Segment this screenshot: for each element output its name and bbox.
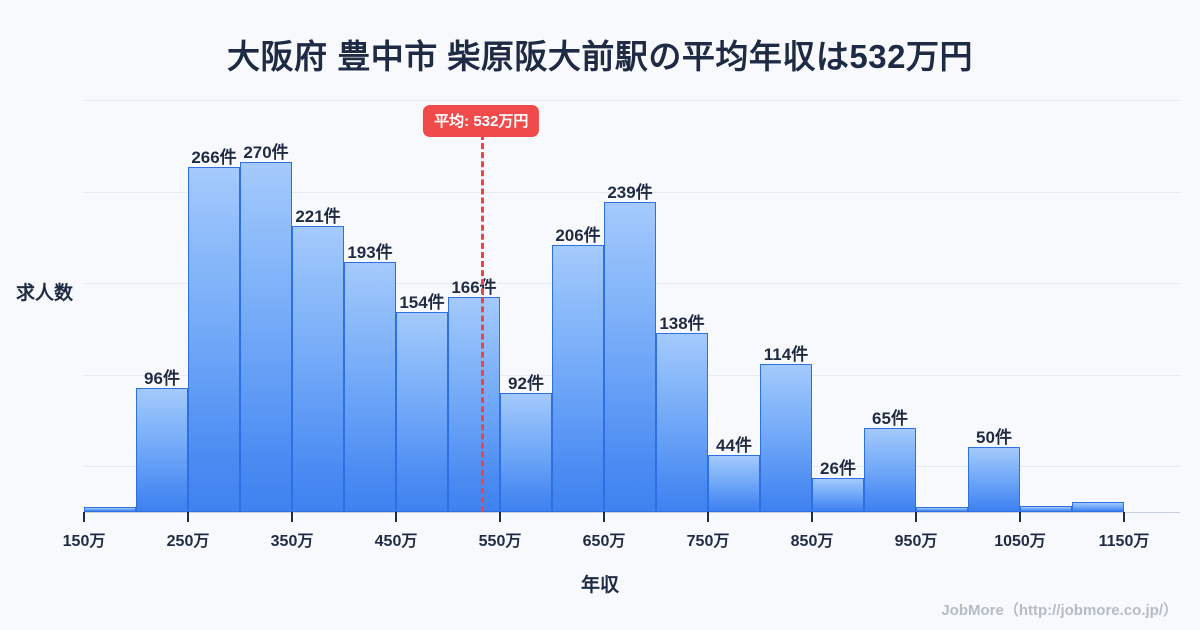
bar-750万[interactable]	[708, 455, 760, 512]
bar-value-label: 266件	[191, 148, 237, 167]
average-badge: 平均: 532万円	[423, 105, 540, 137]
x-tick-label: 450万	[374, 533, 418, 550]
bar-250万[interactable]	[188, 167, 240, 512]
x-tick-mark	[499, 512, 501, 522]
x-axis-baseline	[84, 512, 1180, 513]
bar-value-label: 138件	[659, 314, 705, 333]
bar-150万[interactable]	[84, 507, 136, 512]
bar-value-label: 96件	[144, 369, 180, 388]
x-tick-mark	[811, 512, 813, 522]
bar-value-label: 270件	[243, 143, 289, 162]
bar-950万[interactable]	[916, 507, 968, 512]
bar-600万[interactable]	[552, 245, 604, 512]
x-tick-label: 150万	[62, 533, 106, 550]
bar-1100万[interactable]	[1072, 502, 1124, 512]
x-tick-label: 250万	[166, 533, 210, 550]
bar-1000万[interactable]	[968, 447, 1020, 512]
bar-550万[interactable]	[500, 393, 552, 512]
x-tick-mark	[291, 512, 293, 522]
x-tick-mark	[83, 512, 85, 522]
gridline	[84, 100, 1180, 101]
bar-value-label: 92件	[508, 374, 544, 393]
x-tick-mark	[915, 512, 917, 522]
y-axis-title: 求人数	[16, 283, 74, 304]
x-tick-label: 850万	[790, 533, 834, 550]
x-tick-label: 1050万	[994, 533, 1046, 550]
bar-450万[interactable]	[396, 312, 448, 512]
x-axis-title: 年収	[580, 575, 619, 596]
bar-value-label: 239件	[607, 183, 653, 202]
x-tick-label: 1150万	[1098, 533, 1150, 550]
bar-value-label: 206件	[555, 226, 601, 245]
x-tick-label: 350万	[270, 533, 314, 550]
bar-700万[interactable]	[656, 333, 708, 512]
x-tick-label: 650万	[582, 533, 626, 550]
x-tick-mark	[395, 512, 397, 522]
bar-500万[interactable]	[448, 297, 500, 512]
x-tick-mark	[707, 512, 709, 522]
bar-value-label: 193件	[347, 243, 393, 262]
bar-900万[interactable]	[864, 428, 916, 512]
bar-350万[interactable]	[292, 226, 344, 512]
x-tick-mark	[1019, 512, 1021, 522]
page-title: 大阪府 豊中市 柴原阪大前駅の平均年収は532万円	[227, 38, 973, 75]
bar-value-label: 65件	[872, 409, 908, 428]
bar-650万[interactable]	[604, 202, 656, 512]
bar-value-label: 221件	[295, 207, 341, 226]
bar-value-label: 50件	[976, 428, 1012, 447]
gridline	[84, 191, 1180, 193]
bar-value-label: 26件	[820, 459, 856, 478]
x-tick-mark	[1123, 512, 1125, 522]
x-tick-label: 950万	[894, 533, 938, 550]
bar-1050万[interactable]	[1020, 506, 1072, 512]
x-tick-label: 750万	[686, 533, 730, 550]
bar-value-label: 154件	[399, 293, 445, 312]
bar-800万[interactable]	[760, 364, 812, 512]
x-tick-mark	[603, 512, 605, 522]
bar-400万[interactable]	[344, 262, 396, 512]
bar-850万[interactable]	[812, 478, 864, 512]
x-tick-mark	[187, 512, 189, 522]
bar-value-label: 114件	[763, 345, 809, 364]
average-line	[481, 134, 485, 512]
bar-300万[interactable]	[240, 162, 292, 512]
footer-credit: JobMore（http://jobmore.co.jp/）	[941, 602, 1178, 619]
bar-value-label: 166件	[451, 278, 497, 297]
bar-200万[interactable]	[136, 388, 188, 512]
x-tick-label: 550万	[478, 533, 522, 550]
bar-value-label: 44件	[716, 436, 752, 455]
